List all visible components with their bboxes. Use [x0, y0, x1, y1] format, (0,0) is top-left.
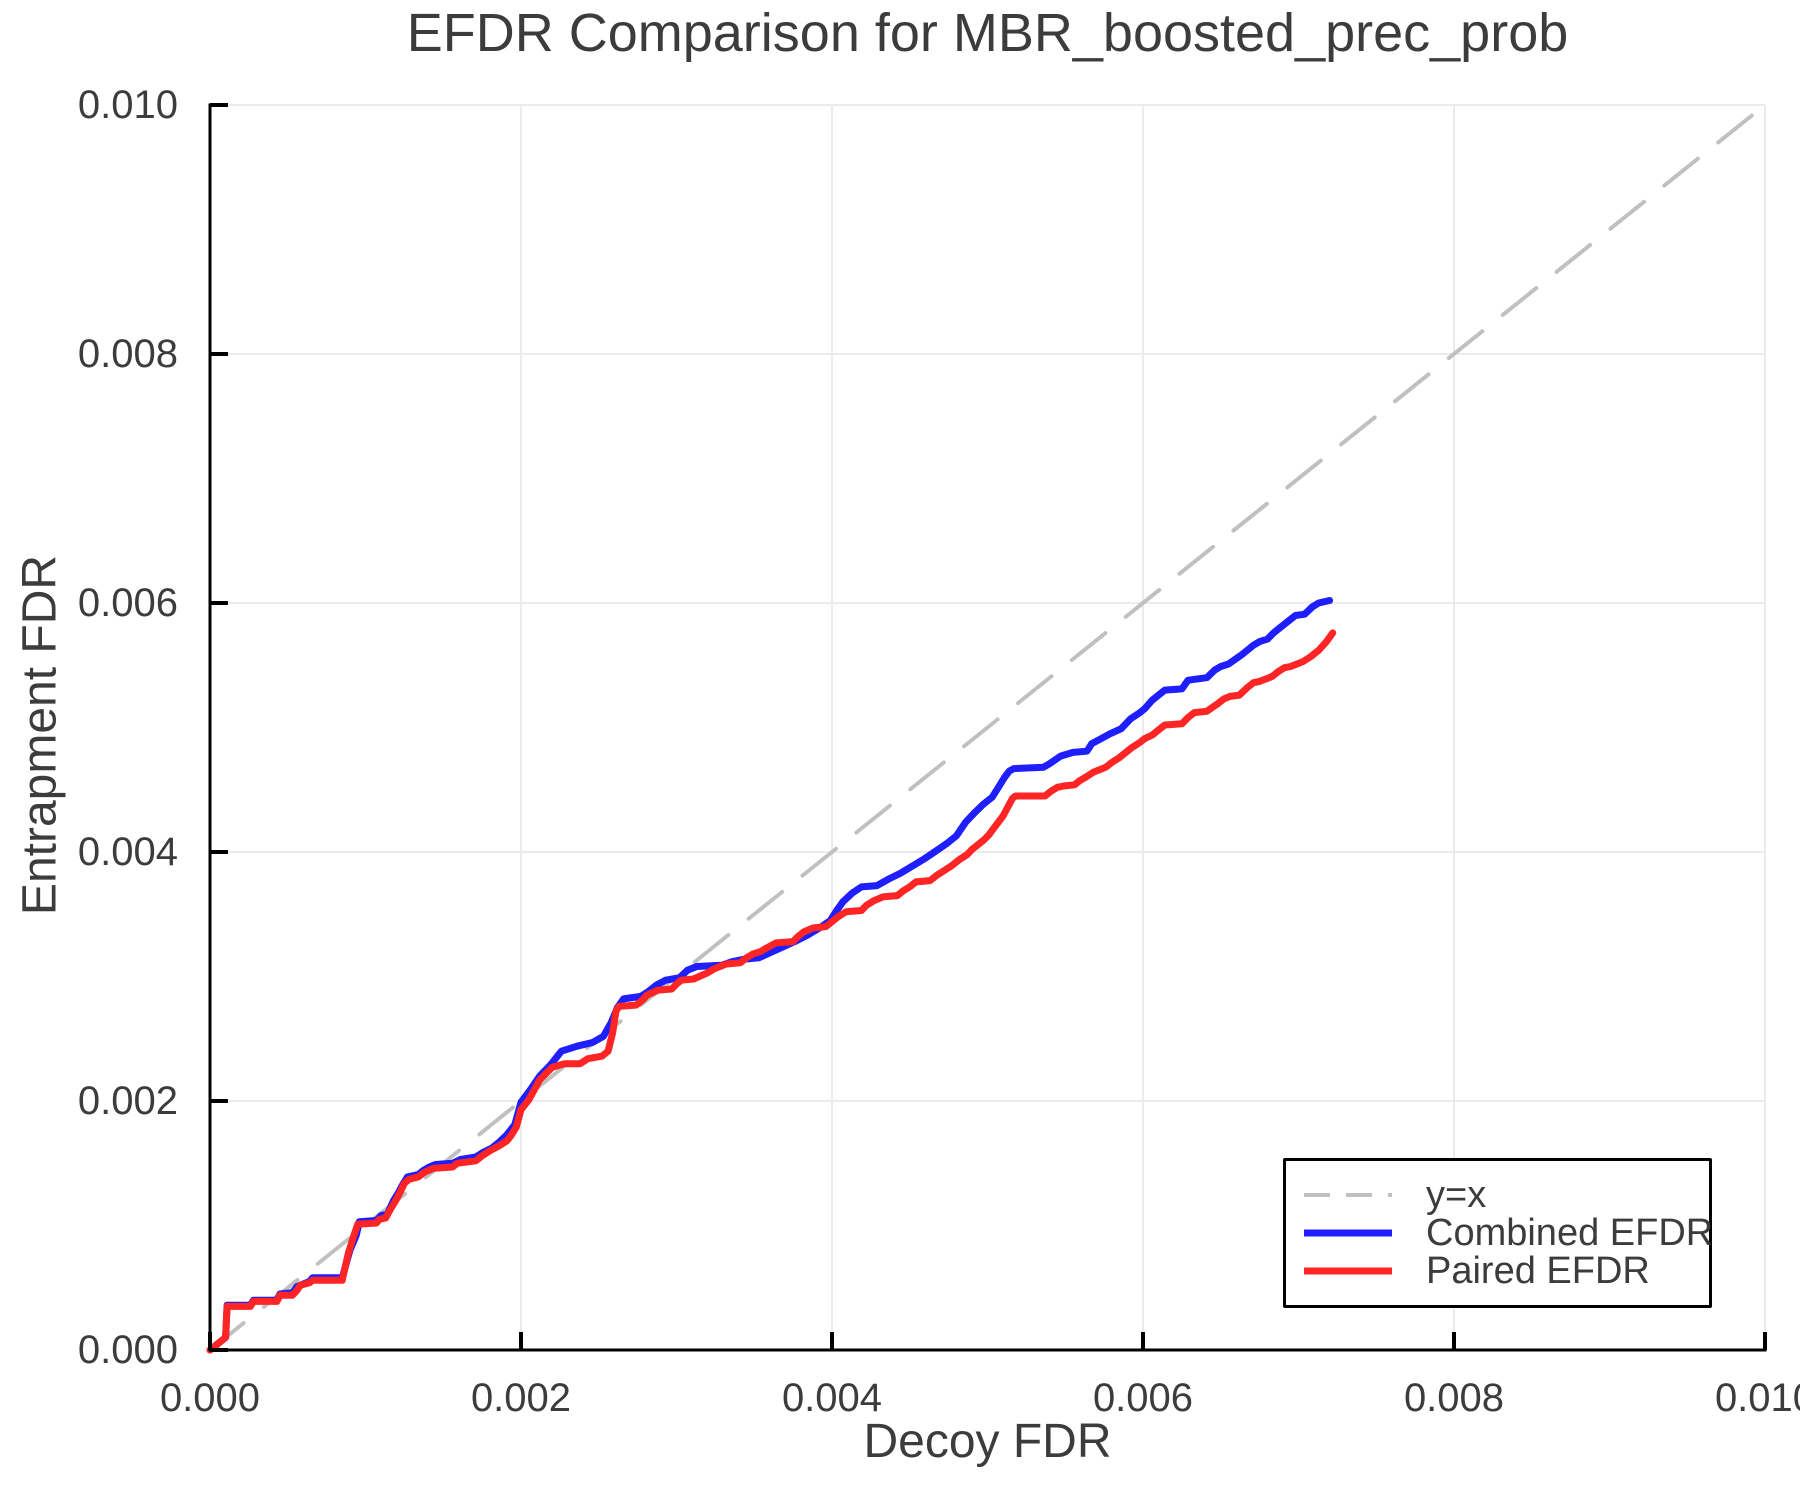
x-tick-label: 0.002 — [470, 1376, 572, 1420]
paired-efdr-line-sample — [1304, 1267, 1392, 1275]
y-tick-label: 0.010 — [77, 83, 178, 127]
legend-row: Paired EFDR — [1300, 1252, 1709, 1290]
series-line-combined-efdr — [206, 597, 1334, 1354]
y-tick-label: 0.006 — [77, 581, 178, 625]
series-lines — [206, 103, 1767, 1354]
legend-row: Combined EFDR — [1300, 1214, 1713, 1252]
legend-label: y=x — [1426, 1174, 1487, 1216]
x-tick-label: 0.006 — [1092, 1376, 1194, 1420]
legend-label: Combined EFDR — [1426, 1212, 1714, 1254]
series-line-y-x — [208, 103, 1767, 1352]
combined-efdr-line-sample — [1304, 1229, 1392, 1237]
legend-label: Paired EFDR — [1426, 1250, 1650, 1292]
series-line-paired-efdr — [206, 629, 1337, 1354]
y-tick-label: 0.000 — [77, 1328, 178, 1372]
x-axis-label: Decoy FDR — [863, 1415, 1112, 1468]
legend-row: y=x — [1300, 1176, 1709, 1214]
y-tick-label: 0.004 — [77, 830, 178, 874]
y-axis-label: Entrapment FDR — [13, 554, 67, 916]
x-tick-label: 0.000 — [159, 1376, 261, 1420]
identity-line-sample — [1304, 1193, 1392, 1197]
tick-marks — [208, 103, 1767, 1352]
y-tick-label: 0.002 — [77, 1079, 178, 1123]
y-tick-label: 0.008 — [77, 332, 178, 376]
x-tick-label: 0.004 — [781, 1376, 883, 1420]
x-tick-label: 0.010 — [1714, 1376, 1800, 1420]
legend: y=x Combined EFDR Paired EFDR — [1283, 1158, 1713, 1308]
gridlines — [209, 104, 1766, 1351]
x-tick-label: 0.008 — [1403, 1376, 1505, 1420]
chart-title: EFDR Comparison for MBR_boosted_prec_pro… — [406, 3, 1569, 63]
